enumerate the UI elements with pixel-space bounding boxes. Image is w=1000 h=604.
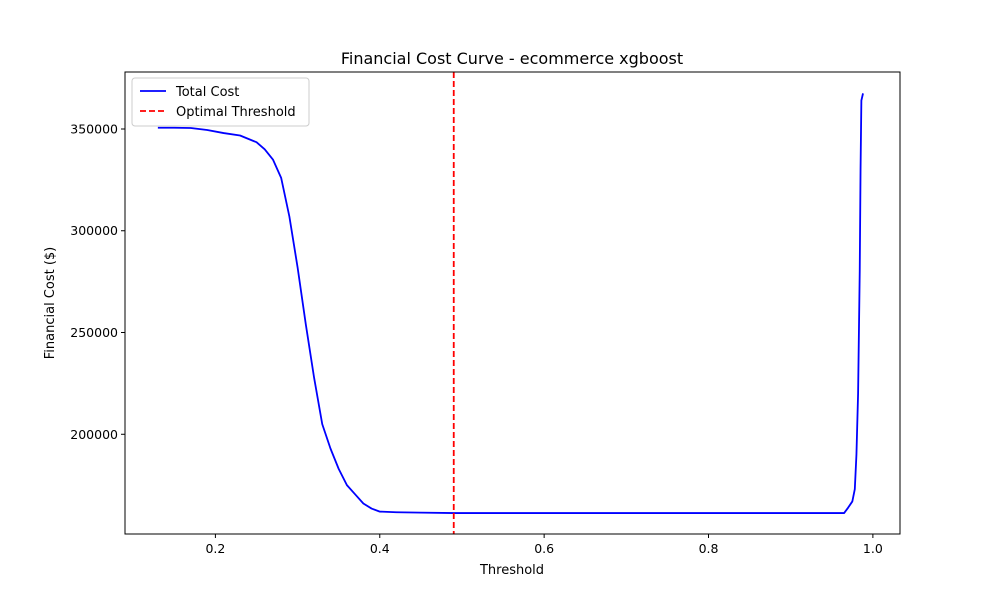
chart-title: Financial Cost Curve - ecommerce xgboost (341, 49, 683, 68)
legend-box (131, 77, 310, 127)
data-layer (157, 72, 864, 534)
y-tick-label: 250000 (70, 325, 118, 340)
y-tick-label: 200000 (70, 427, 118, 442)
x-tick-label: 0.8 (699, 541, 719, 556)
legend: Total Cost Optimal Threshold (131, 77, 310, 127)
total-cost-line (157, 93, 864, 514)
legend-label-optimal-threshold: Optimal Threshold (176, 105, 296, 120)
x-tick-label: 0.6 (534, 541, 554, 556)
x-tick-label: 0.4 (370, 541, 390, 556)
x-axis-ticks: 0.2 0.4 0.6 0.8 1.0 (205, 534, 883, 556)
x-axis-label: Threshold (479, 563, 544, 578)
y-axis-ticks: 200000 250000 300000 350000 (70, 121, 125, 442)
y-tick-label: 350000 (70, 121, 118, 136)
x-tick-label: 1.0 (863, 541, 883, 556)
y-tick-label: 300000 (70, 223, 118, 238)
x-tick-label: 0.2 (205, 541, 225, 556)
plot-frame (124, 71, 901, 535)
legend-label-total-cost: Total Cost (175, 85, 239, 100)
plot-area (124, 71, 901, 535)
y-axis-label: Financial Cost ($) (43, 247, 58, 360)
